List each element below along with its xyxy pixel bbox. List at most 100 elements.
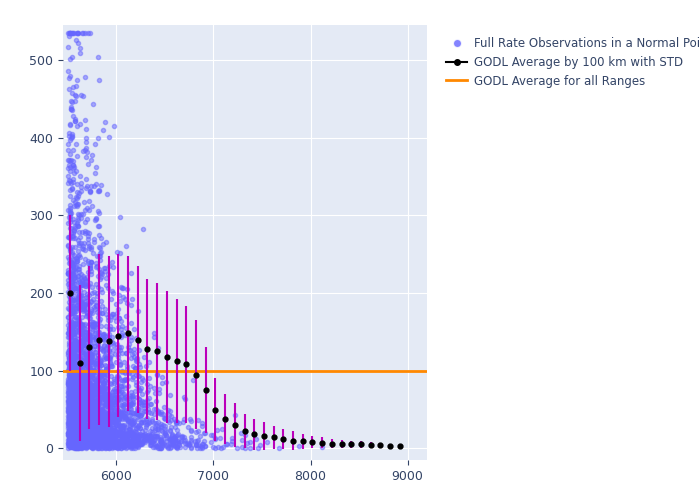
- Full Rate Observations in a Normal Point: [118, 440, 129, 448]
- Full Rate Observations in a Normal Point: [126, 270, 137, 278]
- Full Rate Observations in a Normal Point: [106, 412, 117, 420]
- Full Rate Observations in a Normal Point: [92, 397, 104, 405]
- Full Rate Observations in a Normal Point: [76, 438, 88, 446]
- Full Rate Observations in a Normal Point: [62, 329, 74, 337]
- Full Rate Observations in a Normal Point: [98, 413, 109, 421]
- Full Rate Observations in a Normal Point: [100, 390, 111, 398]
- Full Rate Observations in a Normal Point: [68, 398, 79, 406]
- Full Rate Observations in a Normal Point: [125, 318, 136, 326]
- Full Rate Observations in a Normal Point: [90, 398, 101, 406]
- Full Rate Observations in a Normal Point: [100, 322, 111, 330]
- Full Rate Observations in a Normal Point: [98, 436, 109, 444]
- Full Rate Observations in a Normal Point: [88, 440, 99, 448]
- Full Rate Observations in a Normal Point: [63, 390, 74, 398]
- Full Rate Observations in a Normal Point: [107, 435, 118, 443]
- Full Rate Observations in a Normal Point: [74, 428, 85, 436]
- Full Rate Observations in a Normal Point: [80, 293, 92, 301]
- Full Rate Observations in a Normal Point: [90, 426, 101, 434]
- Full Rate Observations in a Normal Point: [69, 440, 80, 448]
- Full Rate Observations in a Normal Point: [94, 372, 105, 380]
- Full Rate Observations in a Normal Point: [108, 426, 120, 434]
- Full Rate Observations in a Normal Point: [153, 440, 164, 448]
- Full Rate Observations in a Normal Point: [86, 444, 97, 452]
- Full Rate Observations in a Normal Point: [81, 422, 92, 430]
- Full Rate Observations in a Normal Point: [65, 272, 76, 280]
- Full Rate Observations in a Normal Point: [64, 346, 75, 354]
- Full Rate Observations in a Normal Point: [86, 383, 97, 391]
- Full Rate Observations in a Normal Point: [75, 426, 86, 434]
- Full Rate Observations in a Normal Point: [65, 324, 76, 332]
- Full Rate Observations in a Normal Point: [73, 40, 84, 48]
- Full Rate Observations in a Normal Point: [94, 358, 106, 366]
- Full Rate Observations in a Normal Point: [64, 434, 75, 442]
- Full Rate Observations in a Normal Point: [68, 272, 79, 280]
- Full Rate Observations in a Normal Point: [98, 330, 109, 338]
- Full Rate Observations in a Normal Point: [69, 439, 80, 447]
- Full Rate Observations in a Normal Point: [65, 398, 76, 406]
- Full Rate Observations in a Normal Point: [125, 416, 136, 424]
- Full Rate Observations in a Normal Point: [80, 412, 91, 420]
- Full Rate Observations in a Normal Point: [118, 402, 129, 409]
- Full Rate Observations in a Normal Point: [75, 322, 86, 330]
- Full Rate Observations in a Normal Point: [113, 372, 124, 380]
- Full Rate Observations in a Normal Point: [93, 418, 104, 426]
- Full Rate Observations in a Normal Point: [118, 412, 130, 420]
- Full Rate Observations in a Normal Point: [111, 430, 122, 438]
- Full Rate Observations in a Normal Point: [94, 434, 106, 442]
- Full Rate Observations in a Normal Point: [76, 407, 87, 415]
- Full Rate Observations in a Normal Point: [107, 436, 118, 444]
- Full Rate Observations in a Normal Point: [102, 414, 113, 422]
- Full Rate Observations in a Normal Point: [74, 362, 85, 370]
- Full Rate Observations in a Normal Point: [98, 414, 109, 422]
- Full Rate Observations in a Normal Point: [80, 351, 92, 359]
- Full Rate Observations in a Normal Point: [66, 260, 78, 268]
- Full Rate Observations in a Normal Point: [112, 426, 123, 434]
- Full Rate Observations in a Normal Point: [78, 378, 89, 386]
- Full Rate Observations in a Normal Point: [117, 436, 128, 444]
- Full Rate Observations in a Normal Point: [93, 428, 104, 436]
- Full Rate Observations in a Normal Point: [63, 429, 74, 437]
- Full Rate Observations in a Normal Point: [65, 425, 76, 433]
- Full Rate Observations in a Normal Point: [87, 352, 98, 360]
- Full Rate Observations in a Normal Point: [75, 410, 86, 418]
- Full Rate Observations in a Normal Point: [80, 175, 92, 183]
- Full Rate Observations in a Normal Point: [63, 442, 74, 450]
- Full Rate Observations in a Normal Point: [66, 304, 77, 312]
- Full Rate Observations in a Normal Point: [71, 440, 82, 448]
- Full Rate Observations in a Normal Point: [148, 406, 159, 413]
- Full Rate Observations in a Normal Point: [66, 428, 77, 436]
- Full Rate Observations in a Normal Point: [64, 157, 75, 165]
- Full Rate Observations in a Normal Point: [81, 430, 92, 438]
- Full Rate Observations in a Normal Point: [70, 36, 81, 44]
- Full Rate Observations in a Normal Point: [112, 430, 123, 438]
- Full Rate Observations in a Normal Point: [71, 220, 83, 228]
- Full Rate Observations in a Normal Point: [76, 400, 87, 408]
- Full Rate Observations in a Normal Point: [132, 438, 143, 446]
- Full Rate Observations in a Normal Point: [98, 240, 109, 248]
- Full Rate Observations in a Normal Point: [130, 409, 141, 417]
- Full Rate Observations in a Normal Point: [97, 333, 108, 341]
- Full Rate Observations in a Normal Point: [131, 368, 142, 376]
- Full Rate Observations in a Normal Point: [85, 356, 97, 364]
- Full Rate Observations in a Normal Point: [120, 242, 132, 250]
- Full Rate Observations in a Normal Point: [165, 435, 176, 443]
- Full Rate Observations in a Normal Point: [67, 319, 78, 327]
- Full Rate Observations in a Normal Point: [102, 410, 113, 418]
- Full Rate Observations in a Normal Point: [165, 440, 176, 448]
- Full Rate Observations in a Normal Point: [79, 230, 90, 237]
- Full Rate Observations in a Normal Point: [96, 420, 107, 428]
- Full Rate Observations in a Normal Point: [158, 410, 169, 418]
- Full Rate Observations in a Normal Point: [94, 442, 106, 450]
- Full Rate Observations in a Normal Point: [65, 212, 76, 220]
- Full Rate Observations in a Normal Point: [73, 323, 84, 331]
- Full Rate Observations in a Normal Point: [101, 443, 112, 451]
- Full Rate Observations in a Normal Point: [126, 428, 137, 436]
- Full Rate Observations in a Normal Point: [92, 427, 103, 435]
- Full Rate Observations in a Normal Point: [144, 382, 155, 390]
- Full Rate Observations in a Normal Point: [78, 435, 89, 443]
- Full Rate Observations in a Normal Point: [104, 434, 116, 442]
- Full Rate Observations in a Normal Point: [77, 421, 88, 429]
- Full Rate Observations in a Normal Point: [74, 264, 85, 272]
- Full Rate Observations in a Normal Point: [127, 429, 139, 437]
- Full Rate Observations in a Normal Point: [136, 418, 147, 426]
